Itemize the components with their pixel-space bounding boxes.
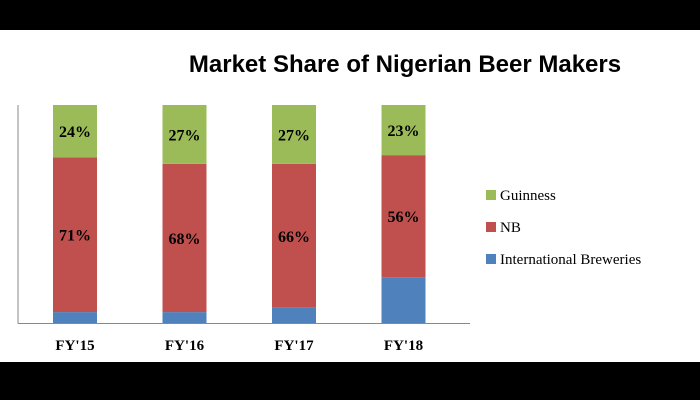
bar-nb-fy-15 bbox=[53, 157, 97, 313]
legend-swatch-nb bbox=[486, 222, 496, 232]
data-label-guinness-fy-17: 27% bbox=[278, 127, 310, 144]
legend-label-guinness: Guinness bbox=[500, 188, 556, 204]
x-tick-label-fy-16: FY'16 bbox=[165, 338, 205, 354]
bar-nb-fy-18 bbox=[381, 155, 426, 278]
legend-label-international-breweries: International Breweries bbox=[500, 252, 641, 268]
data-label-nb-fy-18: 56% bbox=[388, 209, 420, 226]
x-tick-label-fy-15: FY'15 bbox=[55, 338, 94, 354]
bar-international-breweries-fy-18 bbox=[381, 277, 426, 323]
bar-guinness-fy-15 bbox=[53, 105, 97, 158]
legend: Guinness NB International Breweries bbox=[486, 188, 641, 268]
chart-title: Market Share of Nigerian Beer Makers bbox=[189, 51, 621, 78]
bottom-border bbox=[0, 362, 700, 400]
data-label-nb-fy-17: 66% bbox=[278, 229, 310, 246]
bar-nb-fy-17 bbox=[272, 163, 316, 308]
bar-international-breweries-fy-17 bbox=[272, 307, 316, 323]
data-label-guinness-fy-18: 23% bbox=[388, 123, 420, 140]
bar-international-breweries-fy-16 bbox=[162, 312, 207, 323]
data-label-guinness-fy-15: 24% bbox=[59, 124, 91, 141]
legend-label-nb: NB bbox=[500, 220, 521, 236]
bar-international-breweries-fy-15 bbox=[53, 312, 97, 323]
data-label-nb-fy-15: 71% bbox=[59, 228, 91, 245]
legend-swatch-guinness bbox=[486, 190, 496, 200]
chart-area bbox=[0, 30, 700, 362]
plot-area: 71% 24% FY'15 68% 27% FY'16 66% 27% FY'17 56% 23% F… bbox=[17, 105, 470, 354]
legend-swatch-international-breweries bbox=[486, 254, 496, 264]
bar-guinness-fy-18 bbox=[381, 105, 426, 156]
bar-nb-fy-16 bbox=[162, 163, 207, 313]
data-label-guinness-fy-16: 27% bbox=[169, 127, 201, 144]
top-border bbox=[0, 0, 700, 30]
data-label-nb-fy-16: 68% bbox=[169, 231, 201, 248]
x-tick-label-fy-18: FY'18 bbox=[384, 338, 423, 354]
bar-guinness-fy-17 bbox=[272, 105, 316, 164]
bar-guinness-fy-16 bbox=[162, 105, 207, 164]
x-tick-label-fy-17: FY'17 bbox=[274, 338, 314, 354]
